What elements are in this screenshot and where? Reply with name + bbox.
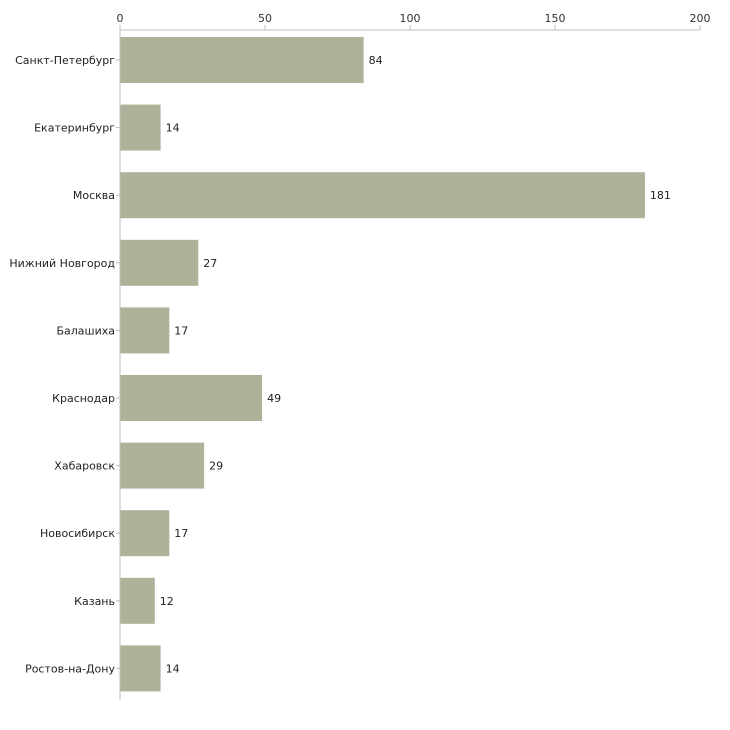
bar [120,577,155,624]
x-tick-label: 50 [258,12,272,25]
data-label: 27 [203,257,217,270]
axes: 0 50 100 150 200 [116,12,711,700]
data-label: 17 [174,324,188,337]
bar [120,510,170,557]
data-label: 14 [166,662,180,675]
data-label: 12 [160,595,174,608]
category-label: Санкт-Петербург [15,54,115,67]
bar [120,645,161,692]
data-label: 17 [174,527,188,540]
x-tick-label: 200 [690,12,711,25]
category-label: Москва [73,189,115,202]
category-label: Ростов-на-Дону [25,662,115,675]
labels: Санкт-Петербург 84 Екатеринбург 14 Москва 181… [9,54,671,675]
category-label: Новосибирск [40,527,115,540]
x-tick-label: 150 [545,12,566,25]
bar [120,442,205,489]
category-label: Екатеринбург [34,122,115,135]
x-tick-label: 100 [400,12,421,25]
category-label: Балашиха [56,324,115,337]
data-label: 49 [267,392,281,405]
category-label: Нижний Новгород [9,257,115,270]
bars [120,37,645,692]
bar [120,104,161,151]
data-label: 181 [650,189,671,202]
category-label: Хабаровск [54,460,115,473]
data-label: 14 [166,122,180,135]
bar [120,37,364,83]
data-label: 29 [209,460,223,473]
bar [120,375,263,421]
bar [120,239,199,286]
x-tick-label: 0 [117,12,124,25]
category-label: Краснодар [52,392,115,405]
bar [120,172,645,219]
bar [120,307,170,354]
category-label: Казань [74,595,115,608]
data-label: 84 [369,54,383,67]
